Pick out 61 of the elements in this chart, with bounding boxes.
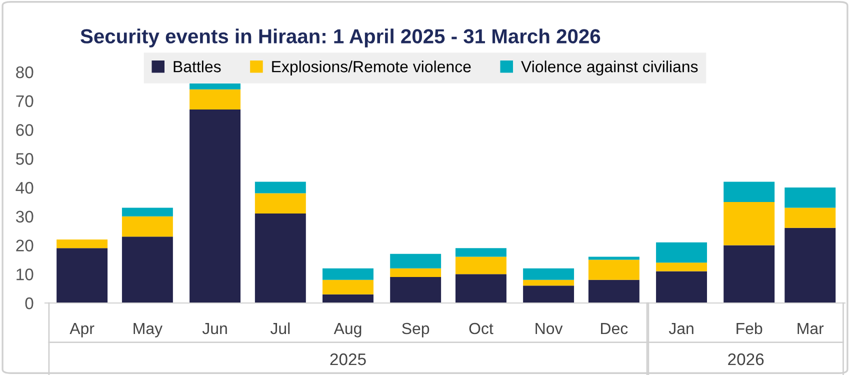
bar: [190, 89, 241, 110]
bar: [190, 84, 241, 90]
y-tick-label: 70: [16, 95, 34, 108]
x-tick-label: May: [134, 323, 163, 338]
bar: [390, 268, 442, 278]
legend-label: Battles: [174, 60, 221, 72]
x-tick-label: Jun: [202, 323, 227, 334]
text: 2025: [330, 353, 366, 366]
x-tick-label: Sep: [402, 322, 430, 338]
bar: [254, 213, 306, 303]
bar: [588, 280, 640, 303]
bar: [656, 242, 707, 263]
legend-label: Violence against civilians: [521, 60, 698, 76]
legend-label: Explosions/Remote violence: [272, 60, 471, 76]
bar: [455, 274, 506, 303]
x-tick-label: Feb: [736, 322, 762, 334]
bar: [784, 228, 836, 303]
y-tick-label: 50: [16, 153, 34, 165]
bar: [784, 208, 836, 228]
bar: [56, 239, 108, 248]
bar: [724, 202, 775, 246]
bar: [724, 182, 775, 202]
bar: [784, 188, 836, 208]
bar: [190, 110, 241, 303]
bar: [724, 245, 775, 303]
chart-title: Security events in Hiraan: 1 April 2025 - 31 March 2026: [80, 28, 600, 48]
y-tick-label: 60: [16, 124, 34, 136]
y-tick-label: 20: [16, 240, 34, 252]
bar: [455, 256, 506, 274]
y-tick-label: 80: [16, 66, 34, 78]
bar: [322, 280, 374, 294]
bar: [56, 248, 108, 303]
bar: [588, 260, 640, 280]
bar: [656, 271, 707, 303]
bar: [656, 262, 707, 272]
bar: [254, 193, 306, 214]
x-tick-label: Aug: [334, 323, 362, 338]
x-tick-label: Dec: [601, 323, 628, 334]
bar: [122, 236, 173, 303]
x-tick-label: Mar: [798, 323, 824, 334]
bar: [455, 248, 506, 257]
x-tick-label: Apr: [70, 323, 94, 338]
text: 2026: [728, 353, 764, 366]
y-tick-label: 0: [25, 297, 34, 310]
bar: [523, 286, 574, 303]
bar: [254, 182, 306, 194]
x-tick-label: Oct: [469, 322, 494, 334]
x-tick-label: Jan: [668, 323, 694, 334]
x-tick-label: Jul: [270, 322, 290, 334]
y-tick-label: 30: [16, 210, 34, 223]
y-tick-label: 10: [16, 268, 34, 280]
bar: [122, 216, 173, 237]
bar: [523, 280, 574, 286]
bar: [122, 208, 173, 216]
y-tick-label: 40: [16, 182, 34, 194]
bar: [322, 294, 374, 303]
bar: [523, 268, 574, 280]
bar: [390, 277, 442, 303]
bar: [322, 268, 374, 280]
bar: [390, 254, 442, 268]
x-tick-label: Nov: [536, 323, 563, 334]
